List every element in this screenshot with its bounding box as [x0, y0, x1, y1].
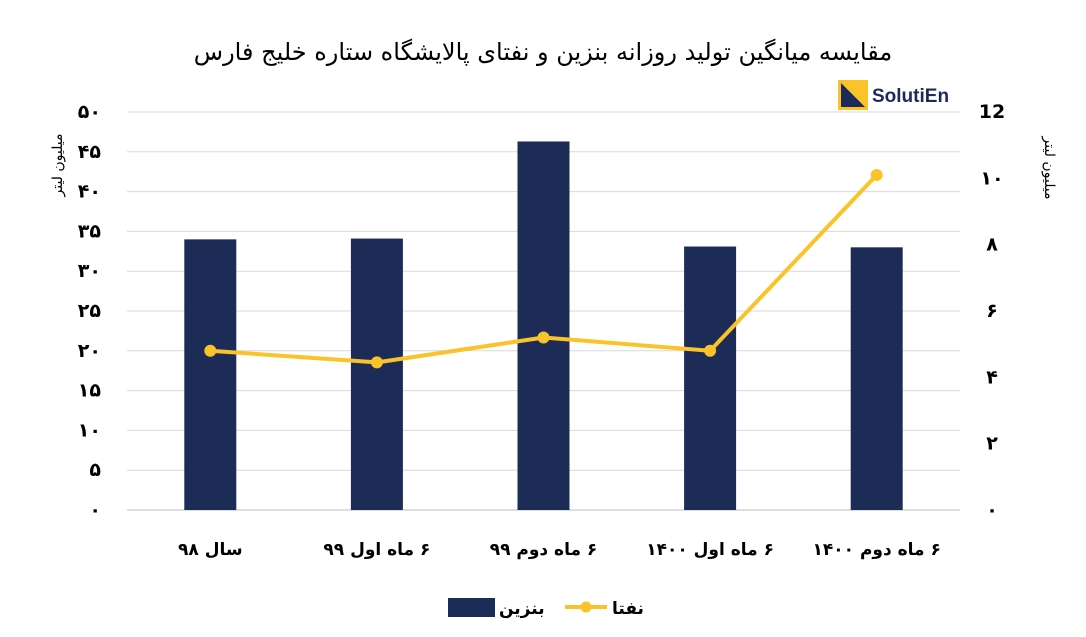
bar [684, 246, 737, 511]
legend: نفتا بنزین [448, 598, 644, 619]
y-tick-right: ۸ [986, 234, 998, 256]
y-tick-left: ۰ [89, 499, 101, 521]
legend-label-naphtha: نفتا [612, 599, 644, 619]
line-point [370, 356, 383, 369]
y-tick-left: ۲۰ [78, 340, 101, 362]
y-tick-left: ۱۰ [78, 419, 101, 441]
y-tick-left: ۵ [89, 459, 101, 481]
legend-bar-swatch [448, 598, 495, 617]
y-axis-left: ۰ ۵ ۱۰ ۱۵ ۲۰ ۲۵ ۳۰ ۳۵ ۴۰ ۴۵ ۵۰ [78, 101, 102, 521]
y-tick-right: ۶ [986, 300, 998, 322]
x-tick-label: سال ۹۸ [178, 540, 243, 560]
x-tick-label: ۶ ماه اول ۱۴۰۰ [646, 540, 774, 560]
legend-marker-swatch [580, 601, 592, 613]
legend-label-gasoline: بنزین [499, 599, 545, 619]
bar [184, 239, 237, 511]
y-tick-right: ۲ [986, 433, 998, 455]
legend-item-naphtha: نفتا [565, 599, 644, 619]
y-tick-left: ۴۵ [78, 141, 102, 163]
y-tick-right: 12 [979, 101, 1005, 123]
y-axis-right: ۰ ۲ ۴ ۶ ۸ ۱۰ 12 [979, 101, 1005, 521]
logo: SolutiEn [838, 80, 949, 110]
x-tick-label: ۶ ماه دوم ۱۴۰۰ [813, 540, 941, 560]
bar [350, 238, 403, 510]
bars [184, 141, 903, 511]
line-point [204, 344, 217, 357]
y-tick-right: ۰ [986, 499, 998, 521]
chart-title: مقایسه میانگین تولید روزانه بنزین و نفتا… [194, 38, 892, 66]
line-point [537, 331, 550, 344]
line-series [204, 169, 883, 369]
logo-text: SolutiEn [872, 86, 949, 107]
y-tick-right: ۱۰ [980, 167, 1003, 189]
y-tick-left: ۲۵ [78, 300, 102, 322]
line-point [704, 344, 717, 357]
y-tick-left: ۵۰ [78, 101, 101, 123]
bar [517, 141, 570, 510]
x-tick-label: ۶ ماه اول ۹۹ [323, 540, 430, 560]
y-tick-left: ۳۰ [78, 260, 101, 282]
legend-item-gasoline: بنزین [448, 598, 545, 619]
line-point [870, 169, 883, 182]
logo-mark-accent [841, 83, 865, 107]
y-tick-left: ۴۰ [78, 181, 101, 203]
bar [850, 247, 903, 510]
y-tick-left: ۱۵ [78, 380, 102, 402]
y-tick-left: ۳۵ [78, 220, 102, 242]
x-axis: سال ۹۸ ۶ ماه اول ۹۹ ۶ ماه دوم ۹۹ ۶ ماه اول … [178, 540, 941, 560]
y-axis-left-title: میلیون لیتر [50, 134, 66, 198]
x-tick-label: ۶ ماه دوم ۹۹ [490, 540, 598, 560]
y-tick-right: ۴ [986, 366, 998, 388]
y-axis-right-title: میلیون لیتر [1041, 136, 1057, 200]
